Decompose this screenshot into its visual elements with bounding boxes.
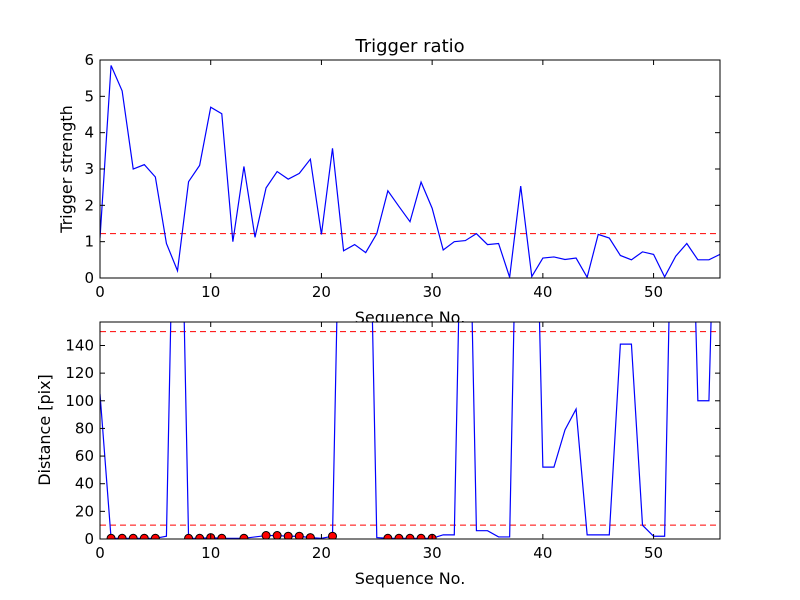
x-tick-label: 0	[95, 544, 105, 562]
x-axis-label: Sequence No.	[355, 569, 466, 588]
x-tick-label: 40	[533, 283, 552, 301]
data-point	[184, 533, 194, 539]
data-point	[117, 533, 127, 539]
data-point	[283, 531, 293, 539]
data-point	[139, 533, 149, 539]
x-tick-label: 50	[644, 283, 663, 301]
data-point	[261, 531, 271, 539]
x-tick-label: 30	[423, 283, 442, 301]
data-point	[416, 533, 426, 539]
y-tick-label: 100	[65, 392, 94, 410]
data-point	[272, 531, 282, 539]
data-point	[328, 531, 337, 539]
plot-frame	[99, 321, 721, 540]
data-point	[394, 533, 404, 539]
y-axis-label: Trigger strength	[57, 105, 76, 234]
threshold-lines	[100, 331, 720, 526]
y-tick-label: 4	[84, 124, 94, 142]
plot-area-background	[100, 60, 720, 278]
y-tick-label: 5	[84, 87, 94, 105]
x-tick-label: 10	[201, 544, 220, 562]
chart-title: Trigger ratio	[354, 36, 464, 57]
data-point	[106, 533, 116, 539]
data-point	[383, 533, 393, 539]
y-tick-label: 120	[65, 364, 94, 382]
x-tick-label: 50	[644, 544, 663, 562]
x-tick-label: 40	[533, 544, 552, 562]
data-point	[217, 533, 227, 539]
x-ticks: 0 10 20 30 40 50	[95, 322, 663, 562]
series-lines	[100, 65, 720, 278]
x-tick-label: 20	[312, 544, 331, 562]
x-ticks: 0 10 20 30 40 50	[95, 60, 663, 301]
y-tick-label: 6	[84, 51, 94, 69]
y-tick-label: 2	[84, 196, 94, 214]
series-markers	[106, 531, 437, 539]
data-point	[294, 531, 304, 539]
data-point	[150, 533, 160, 539]
x-tick-label: 20	[312, 283, 331, 301]
series-line	[100, 65, 720, 278]
data-point	[405, 533, 415, 539]
y-tick-label: 1	[84, 233, 94, 251]
y-tick-label: 140	[65, 336, 94, 354]
y-tick-label: 0	[84, 269, 94, 287]
data-point	[195, 533, 205, 539]
data-point	[305, 533, 315, 539]
y-ticks: 0 1 2 3 4 5 6	[84, 51, 720, 287]
x-tick-label: 10	[201, 283, 220, 301]
y-tick-label: 80	[75, 419, 94, 437]
y-tick-label: 40	[75, 475, 94, 493]
y-tick-label: 0	[84, 530, 94, 548]
distance-chart: 0 10 20 30 40 50 0 20 40 60 80 100 120 140 Sequence …	[35, 321, 721, 588]
x-tick-label: 0	[95, 283, 105, 301]
y-tick-label: 3	[84, 160, 94, 178]
plot-area-background	[100, 322, 720, 539]
y-tick-label: 60	[75, 447, 94, 465]
data-point	[239, 533, 249, 539]
y-ticks: 0 20 40 60 80 100 120 140	[65, 336, 720, 548]
y-tick-label: 20	[75, 502, 94, 520]
y-axis-label: Distance [pix]	[35, 374, 54, 486]
data-point	[128, 533, 138, 539]
x-tick-label: 30	[423, 544, 442, 562]
